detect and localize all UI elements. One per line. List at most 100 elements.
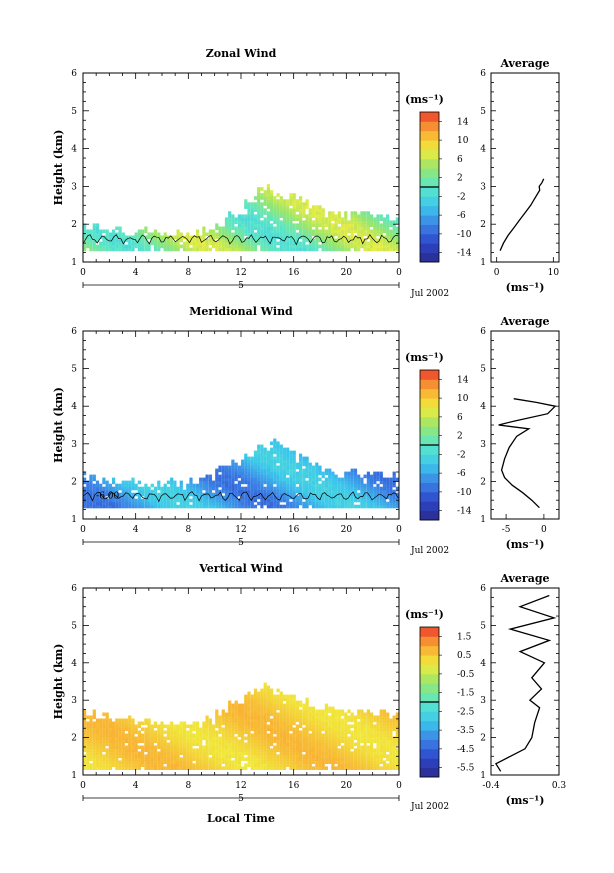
heatmap-cell <box>257 229 261 234</box>
heatmap-cell <box>289 226 293 231</box>
heatmap-cell <box>228 709 232 714</box>
heatmap-cell <box>83 736 87 741</box>
heatmap-cell <box>350 480 354 485</box>
heatmap-cell <box>205 480 209 485</box>
heatmap-cell <box>260 700 264 705</box>
heatmap-cell <box>347 766 351 770</box>
heatmap-cell <box>99 504 103 509</box>
heatmap-cell <box>299 748 303 752</box>
heatmap-cell <box>386 739 390 744</box>
heatmap-cell <box>115 486 119 491</box>
heatmap-cell <box>373 229 377 234</box>
heatmap-cell <box>253 763 258 767</box>
heatmap-cell <box>315 235 319 240</box>
heatmap-cell <box>208 477 212 482</box>
heatmap-cell <box>302 474 306 479</box>
heatmap-cell <box>247 697 251 702</box>
heatmap-cell <box>102 718 106 723</box>
heatmap-cell <box>382 745 387 750</box>
heatmap-cell <box>302 223 306 227</box>
heatmap-cell <box>302 727 306 732</box>
heatmap-cell <box>234 462 238 467</box>
heatmap-cell <box>234 232 238 237</box>
heatmap-cell <box>257 715 261 720</box>
x-tick-label: 4 <box>133 525 139 535</box>
heatmap-cell <box>134 244 138 249</box>
heatmap-cell <box>324 703 328 708</box>
heatmap-cell <box>363 483 367 488</box>
heatmap-cell <box>205 498 209 503</box>
heatmap-cell <box>311 751 316 755</box>
heatmap-cell <box>302 703 306 708</box>
heatmap-cell <box>215 766 219 770</box>
heatmap-cell <box>224 751 229 755</box>
y-tick-label: 5 <box>71 365 77 375</box>
heatmap-cell <box>282 706 287 711</box>
heatmap-cell <box>257 217 261 221</box>
heatmap-cell <box>215 474 219 479</box>
heatmap-cell <box>363 226 367 231</box>
heatmap-cell <box>295 214 299 218</box>
heatmap-cell <box>247 465 251 470</box>
heatmap-cell <box>270 453 274 458</box>
heatmap-cell <box>382 748 387 752</box>
heatmap-cell <box>244 462 248 467</box>
heatmap-cell <box>315 501 319 506</box>
heatmap-cell <box>379 504 383 509</box>
colorbar-segment <box>420 767 439 778</box>
heatmap-cell <box>137 232 141 237</box>
heatmap-cell <box>305 748 309 752</box>
heatmap-cell <box>234 501 238 506</box>
heatmap-cell <box>247 456 251 461</box>
heatmap-cell <box>205 766 209 770</box>
heatmap-cell <box>199 498 203 503</box>
contour-label: -6.00 <box>96 491 119 501</box>
heatmap-cell <box>273 718 277 723</box>
heatmap-cell <box>124 745 129 750</box>
heatmap-cell <box>218 498 222 503</box>
heatmap-cell <box>157 483 161 488</box>
heatmap-cell <box>337 486 341 491</box>
heatmap-cell <box>270 766 274 770</box>
heatmap-cell <box>302 766 306 770</box>
heatmap-cell <box>286 498 290 503</box>
heatmap-cell <box>212 241 216 246</box>
heatmap-cell <box>286 208 290 212</box>
heatmap-cell <box>163 736 167 741</box>
heatmap-cell <box>212 498 216 503</box>
heatmap-cell <box>160 504 164 509</box>
heatmap-cell <box>299 489 303 494</box>
heatmap-cell <box>231 486 235 491</box>
heatmap-cell <box>247 229 251 234</box>
heatmap-cell <box>257 468 261 473</box>
heatmap-cell <box>186 730 190 735</box>
colorbar-tick-label: 10 <box>457 394 469 404</box>
heatmap-cell <box>179 724 183 729</box>
heatmap-cell <box>289 504 293 509</box>
heatmap-cell <box>253 244 258 249</box>
heatmap-cell <box>144 229 148 234</box>
heatmap-cell <box>221 474 225 479</box>
heatmap-cell <box>215 498 219 503</box>
heatmap-cell <box>273 492 277 497</box>
heatmap-cell <box>289 480 293 485</box>
heatmap-cell <box>318 498 322 503</box>
heatmap-cell <box>212 492 216 497</box>
heatmap-cell <box>276 202 280 206</box>
heatmap-cell <box>308 727 312 732</box>
heatmap-cell <box>134 724 138 729</box>
heatmap-cell <box>260 459 264 464</box>
heatmap-cell <box>392 757 396 761</box>
heatmap-cell <box>247 757 251 761</box>
heatmap-cell <box>205 477 209 482</box>
heatmap-cell <box>331 232 335 237</box>
heatmap-cell <box>102 727 106 732</box>
heatmap-cell <box>221 760 225 764</box>
heatmap-cell <box>208 733 212 738</box>
heatmap-cell <box>289 492 293 497</box>
heatmap-cell <box>276 724 280 729</box>
heatmap-cell <box>234 718 238 723</box>
heatmap-cell <box>224 465 229 470</box>
heatmap-cell <box>315 462 319 467</box>
heatmap-cell <box>128 492 132 497</box>
